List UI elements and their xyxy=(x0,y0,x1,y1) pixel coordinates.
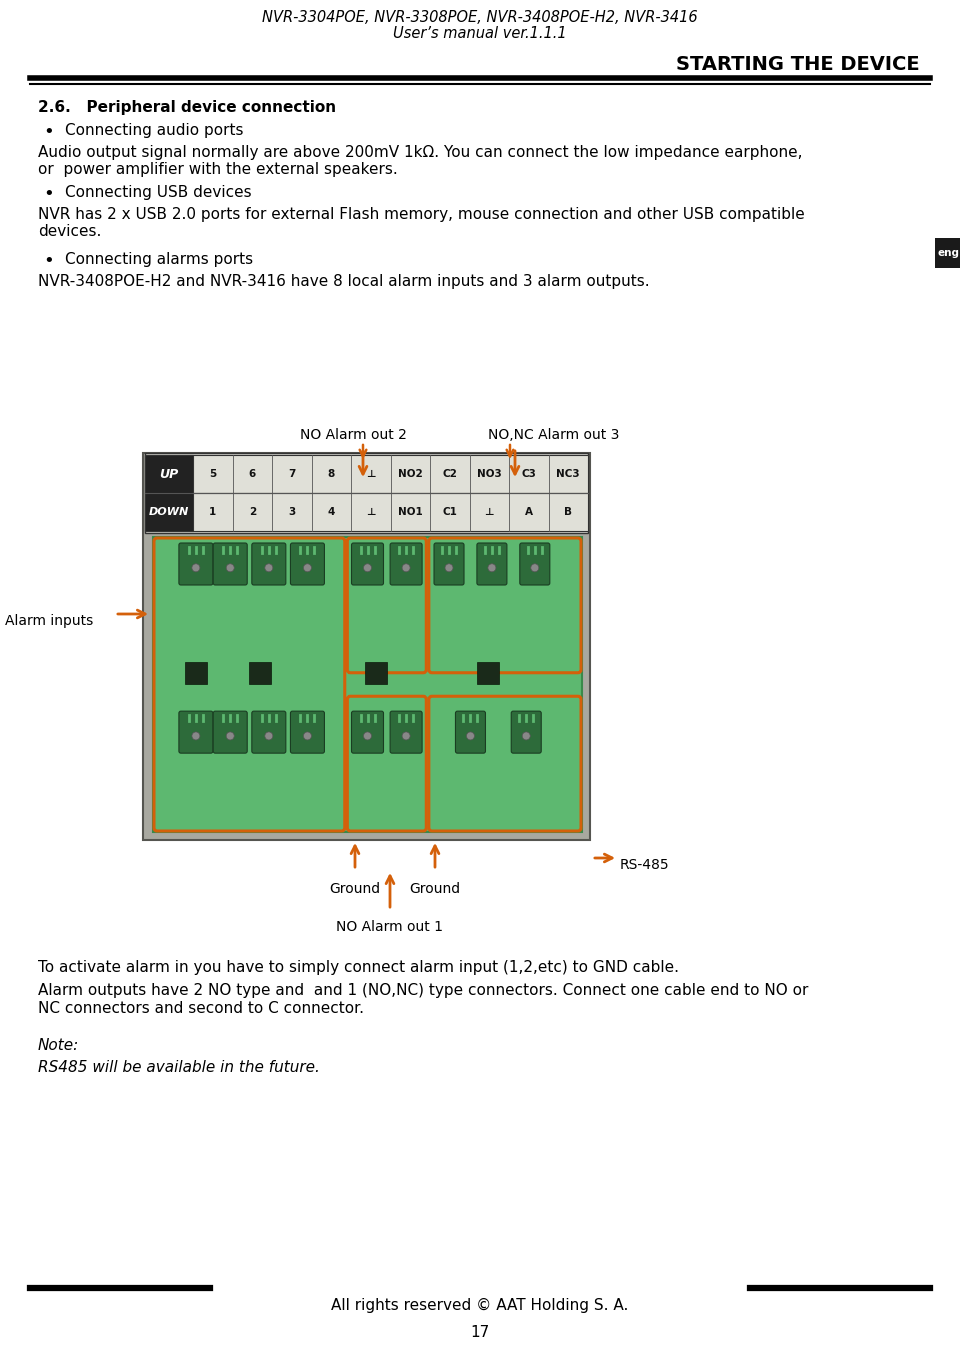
FancyBboxPatch shape xyxy=(291,712,324,754)
FancyBboxPatch shape xyxy=(179,712,213,754)
Text: 2.6.   Peripheral device connection: 2.6. Peripheral device connection xyxy=(38,100,336,115)
Circle shape xyxy=(402,563,410,572)
Text: •: • xyxy=(43,252,54,270)
Circle shape xyxy=(303,732,311,740)
FancyBboxPatch shape xyxy=(519,543,550,585)
Circle shape xyxy=(364,732,372,740)
Text: Ground: Ground xyxy=(409,882,461,896)
Circle shape xyxy=(192,732,200,740)
Text: NVR has 2 x USB 2.0 ports for external Flash memory, mouse connection and other : NVR has 2 x USB 2.0 ports for external F… xyxy=(38,208,804,222)
Bar xyxy=(153,537,582,832)
Text: Ground: Ground xyxy=(329,882,380,896)
Bar xyxy=(145,493,193,531)
Circle shape xyxy=(265,732,273,740)
Text: RS485 will be available in the future.: RS485 will be available in the future. xyxy=(38,1060,320,1074)
Circle shape xyxy=(303,563,311,572)
Text: NO,NC Alarm out 3: NO,NC Alarm out 3 xyxy=(488,429,619,442)
Bar xyxy=(145,456,193,493)
Text: NC3: NC3 xyxy=(557,469,580,479)
Bar xyxy=(185,662,207,683)
Text: NO1: NO1 xyxy=(397,507,422,518)
Text: NO2: NO2 xyxy=(397,469,422,479)
Text: C1: C1 xyxy=(443,507,457,518)
Text: NC connectors and second to C connector.: NC connectors and second to C connector. xyxy=(38,1002,364,1016)
Circle shape xyxy=(488,563,496,572)
Text: •: • xyxy=(43,185,54,204)
Text: or  power amplifier with the external speakers.: or power amplifier with the external spe… xyxy=(38,162,397,177)
Circle shape xyxy=(192,563,200,572)
Text: 4: 4 xyxy=(327,507,335,518)
Text: 2: 2 xyxy=(249,507,256,518)
Circle shape xyxy=(467,732,474,740)
Text: ⊥: ⊥ xyxy=(366,507,375,518)
FancyBboxPatch shape xyxy=(213,543,248,585)
Text: NO Alarm out 1: NO Alarm out 1 xyxy=(337,919,444,934)
Circle shape xyxy=(445,563,453,572)
FancyBboxPatch shape xyxy=(477,543,507,585)
FancyBboxPatch shape xyxy=(390,712,422,754)
Bar xyxy=(145,453,588,532)
Text: eng: eng xyxy=(938,248,960,257)
Text: C2: C2 xyxy=(443,469,457,479)
Bar xyxy=(250,662,272,683)
Text: Connecting alarms ports: Connecting alarms ports xyxy=(65,252,253,267)
Circle shape xyxy=(227,732,234,740)
Bar xyxy=(145,493,588,531)
Circle shape xyxy=(227,563,234,572)
Text: 17: 17 xyxy=(470,1325,490,1340)
FancyBboxPatch shape xyxy=(351,712,383,754)
FancyBboxPatch shape xyxy=(291,543,324,585)
FancyBboxPatch shape xyxy=(252,543,286,585)
Text: ⊥: ⊥ xyxy=(485,507,494,518)
Text: ⊥: ⊥ xyxy=(366,469,375,479)
Text: 3: 3 xyxy=(288,507,296,518)
FancyBboxPatch shape xyxy=(455,712,486,754)
Circle shape xyxy=(265,563,273,572)
Circle shape xyxy=(364,563,372,572)
Bar xyxy=(143,453,590,840)
Text: To activate alarm in you have to simply connect alarm input (1,2,etc) to GND cab: To activate alarm in you have to simply … xyxy=(38,960,679,975)
Text: All rights reserved © AAT Holding S. A.: All rights reserved © AAT Holding S. A. xyxy=(331,1298,629,1313)
FancyBboxPatch shape xyxy=(512,712,541,754)
Text: B: B xyxy=(564,507,572,518)
Text: •: • xyxy=(43,123,54,142)
Text: Connecting audio ports: Connecting audio ports xyxy=(65,123,244,137)
Text: Connecting USB devices: Connecting USB devices xyxy=(65,185,252,200)
Text: 6: 6 xyxy=(249,469,256,479)
Text: Note:: Note: xyxy=(38,1038,80,1053)
Text: NO3: NO3 xyxy=(477,469,502,479)
FancyBboxPatch shape xyxy=(434,543,464,585)
Text: User’s manual ver.1.1.1: User’s manual ver.1.1.1 xyxy=(394,26,566,40)
FancyBboxPatch shape xyxy=(351,543,383,585)
Text: NO Alarm out 2: NO Alarm out 2 xyxy=(300,429,406,442)
Text: NVR-3304POE, NVR-3308POE, NVR-3408POE-H2, NVR-3416: NVR-3304POE, NVR-3308POE, NVR-3408POE-H2… xyxy=(262,9,698,26)
Bar xyxy=(935,239,960,268)
Text: STARTING THE DEVICE: STARTING THE DEVICE xyxy=(677,55,920,74)
Circle shape xyxy=(522,732,530,740)
Bar xyxy=(476,662,498,683)
Text: DOWN: DOWN xyxy=(149,507,189,518)
Text: devices.: devices. xyxy=(38,224,102,239)
FancyBboxPatch shape xyxy=(179,543,213,585)
Circle shape xyxy=(531,563,539,572)
Text: Audio output signal normally are above 200mV 1kΩ. You can connect the low impeda: Audio output signal normally are above 2… xyxy=(38,146,803,160)
Circle shape xyxy=(402,732,410,740)
FancyBboxPatch shape xyxy=(390,543,422,585)
Text: C3: C3 xyxy=(521,469,537,479)
Text: Alarm inputs: Alarm inputs xyxy=(5,613,93,628)
Text: 1: 1 xyxy=(209,507,216,518)
Text: 8: 8 xyxy=(327,469,335,479)
Text: 7: 7 xyxy=(288,469,296,479)
FancyBboxPatch shape xyxy=(252,712,286,754)
Text: NVR-3408POE-H2 and NVR-3416 have 8 local alarm inputs and 3 alarm outputs.: NVR-3408POE-H2 and NVR-3416 have 8 local… xyxy=(38,274,650,288)
Text: 5: 5 xyxy=(209,469,216,479)
Text: Alarm outputs have 2 NO type and  and 1 (NO,NC) type connectors. Connect one cab: Alarm outputs have 2 NO type and and 1 (… xyxy=(38,983,808,998)
Bar xyxy=(145,456,588,493)
Text: RS-485: RS-485 xyxy=(620,857,670,872)
Bar xyxy=(365,662,387,683)
Text: UP: UP xyxy=(159,468,179,480)
FancyBboxPatch shape xyxy=(213,712,248,754)
Text: A: A xyxy=(525,507,533,518)
